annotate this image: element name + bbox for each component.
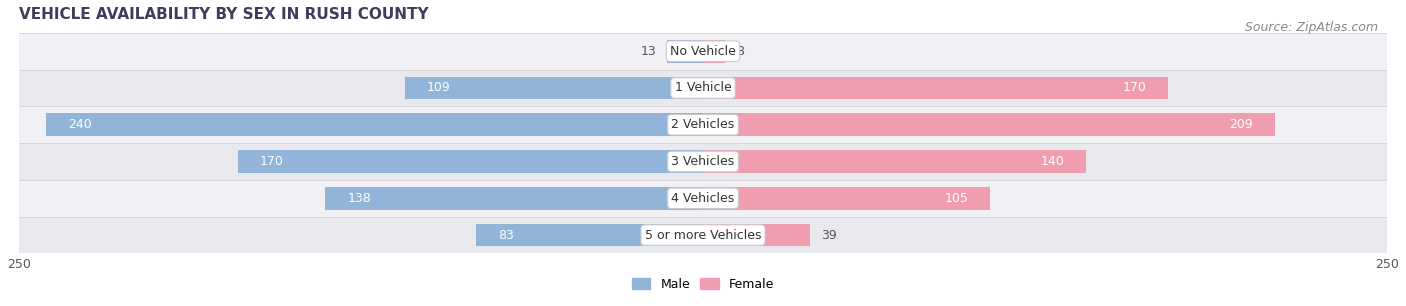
Text: 240: 240 — [67, 118, 91, 131]
Bar — [405, 76, 703, 99]
Text: 13: 13 — [641, 45, 657, 58]
Text: 3 Vehicles: 3 Vehicles — [672, 155, 734, 168]
Bar — [668, 40, 703, 63]
Bar — [18, 180, 1388, 217]
Bar — [475, 224, 703, 246]
Text: 2 Vehicles: 2 Vehicles — [672, 118, 734, 131]
Bar — [703, 150, 1085, 173]
Text: 4 Vehicles: 4 Vehicles — [672, 192, 734, 205]
Bar — [18, 143, 1388, 180]
Text: 138: 138 — [347, 192, 371, 205]
Bar — [703, 76, 1168, 99]
Text: 209: 209 — [1229, 118, 1253, 131]
Bar — [46, 113, 703, 136]
Text: Source: ZipAtlas.com: Source: ZipAtlas.com — [1244, 21, 1378, 34]
Text: 140: 140 — [1040, 155, 1064, 168]
Bar — [703, 113, 1275, 136]
Text: 109: 109 — [426, 81, 450, 95]
Text: 1 Vehicle: 1 Vehicle — [675, 81, 731, 95]
Text: 39: 39 — [821, 229, 837, 241]
Bar — [18, 33, 1388, 69]
Text: 105: 105 — [945, 192, 969, 205]
Bar — [238, 150, 703, 173]
Text: No Vehicle: No Vehicle — [671, 45, 735, 58]
Bar — [703, 224, 810, 246]
Bar — [18, 106, 1388, 143]
Legend: Male, Female: Male, Female — [627, 273, 779, 296]
Bar — [703, 187, 990, 210]
Bar — [325, 187, 703, 210]
Text: 170: 170 — [1122, 81, 1146, 95]
Bar — [18, 69, 1388, 106]
Text: 83: 83 — [498, 229, 513, 241]
Bar — [703, 40, 725, 63]
Bar — [18, 217, 1388, 253]
Text: 170: 170 — [260, 155, 284, 168]
Text: VEHICLE AVAILABILITY BY SEX IN RUSH COUNTY: VEHICLE AVAILABILITY BY SEX IN RUSH COUN… — [18, 7, 429, 22]
Text: 5 or more Vehicles: 5 or more Vehicles — [645, 229, 761, 241]
Text: 8: 8 — [735, 45, 744, 58]
